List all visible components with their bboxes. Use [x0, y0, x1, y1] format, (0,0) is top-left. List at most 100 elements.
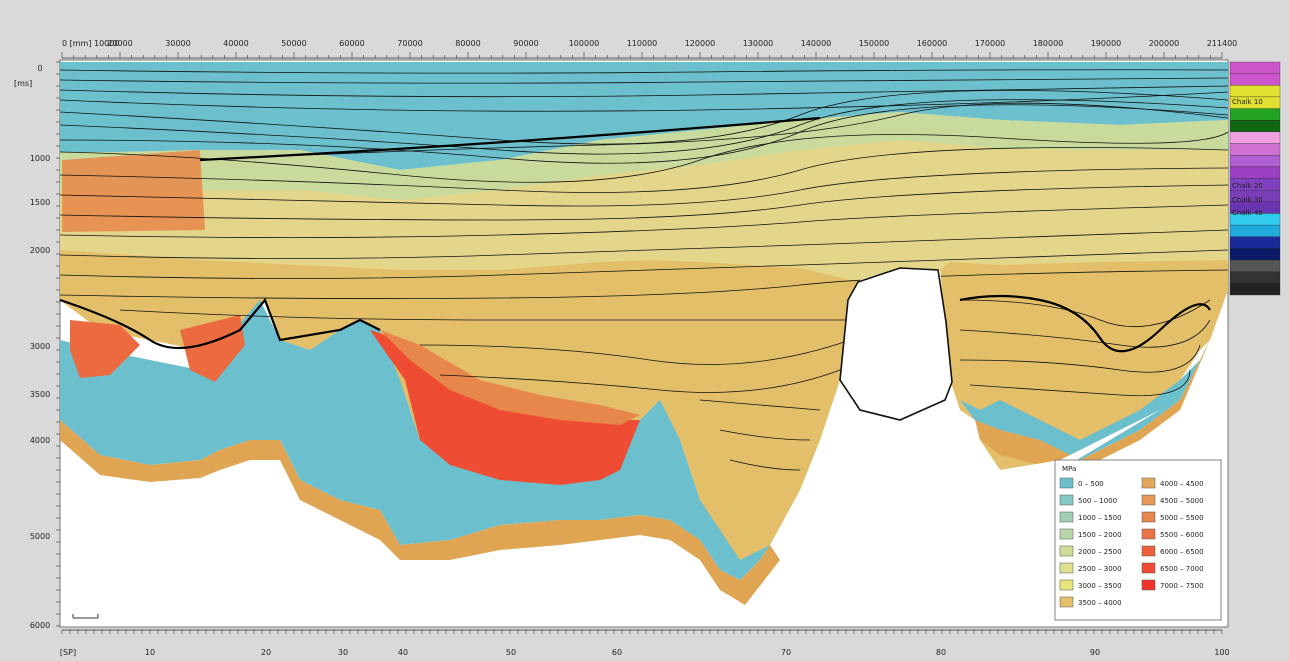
top-axis-label: 170000: [975, 39, 1006, 48]
top-axis-label: 120000: [685, 39, 716, 48]
strat-unit: [1229, 73, 1281, 86]
column-label-1: Chalk 20: [1232, 182, 1263, 190]
layer-lower-blue-left: [60, 300, 770, 580]
top-axis-label: 50000: [281, 39, 306, 48]
top-axis-label: 130000: [743, 39, 774, 48]
legend-box: [1054, 459, 1222, 621]
top-axis-label: 70000: [397, 39, 422, 48]
top-axis-label: 90000: [513, 39, 538, 48]
column-label-0: Chalk 10: [1232, 98, 1263, 106]
bottom-axis-label: 80: [936, 648, 946, 657]
layer-green-band: [60, 112, 1228, 200]
left-axis-label: 2000: [30, 246, 50, 255]
left-axis-label: 1000: [30, 154, 50, 163]
left-axis-label: 3000: [30, 342, 50, 351]
bottom-axis-label: 70: [781, 648, 791, 657]
legend-label: 500 – 1000: [1078, 497, 1117, 505]
salt-diapir-top: [839, 267, 953, 421]
major-horizons: [59, 116, 1211, 353]
legend-swatch: [1141, 579, 1156, 591]
legend-swatch: [1141, 494, 1156, 506]
strat-unit: [1229, 166, 1281, 179]
left-axis-label: 3500: [30, 390, 50, 399]
legend-label: 6000 – 6500: [1160, 548, 1204, 556]
legend-label: 2500 – 3000: [1078, 565, 1122, 573]
legend-swatch: [1059, 562, 1074, 574]
top-axis-label: 150000: [859, 39, 890, 48]
top-axis-label: 100000: [569, 39, 600, 48]
legend-swatch: [1059, 494, 1074, 506]
top-axis-label: 110000: [627, 39, 658, 48]
strat-unit: [1229, 85, 1281, 98]
bottom-axis-label: 20: [261, 648, 271, 657]
strat-unit: [1229, 283, 1281, 296]
bottom-axis: [SP] 10 20 30 40 50 60 70 80 90 100: [60, 629, 1230, 657]
top-axis-label: 20000: [107, 39, 132, 48]
legend-swatch: [1059, 545, 1074, 557]
bottom-axis-label: 90: [1090, 648, 1100, 657]
left-axis-unit: [ms]: [14, 79, 32, 88]
layer-orange-upper-left: [62, 150, 205, 232]
legend-label: 1000 – 1500: [1078, 514, 1122, 522]
legend-label: 5500 – 6000: [1160, 531, 1204, 539]
bottom-axis-label: 50: [506, 648, 516, 657]
layer-shallow-blue: [60, 62, 1228, 170]
bottom-axis-label: 40: [398, 648, 408, 657]
top-axis-label: 40000: [223, 39, 248, 48]
legend-label: 5000 – 5500: [1160, 514, 1204, 522]
strat-unit: [1229, 61, 1281, 74]
top-axis-label: 30000: [165, 39, 190, 48]
legend-swatch: [1059, 511, 1074, 523]
column-label-2: Chalk 30: [1232, 196, 1263, 204]
legend-label: 4000 – 4500: [1160, 480, 1204, 488]
strat-unit: [1229, 271, 1281, 284]
layer-red-pods-left: [70, 315, 245, 382]
bottom-axis-label: 10: [145, 648, 155, 657]
legend-swatch: [1059, 579, 1074, 591]
left-axis-label: 5000: [30, 532, 50, 541]
legend-label: 7000 – 7500: [1160, 582, 1204, 590]
left-axis-label: 1500: [30, 198, 50, 207]
legend-swatch: [1141, 562, 1156, 574]
bottom-axis-label: 100: [1214, 648, 1229, 657]
legend-title: MPa: [1062, 465, 1076, 473]
bottom-axis-label: 60: [612, 648, 622, 657]
top-axis-label: 80000: [455, 39, 480, 48]
left-axis-label: 0: [37, 64, 42, 73]
strat-unit: [1229, 143, 1281, 156]
legend-label: 4500 – 5000: [1160, 497, 1204, 505]
strat-unit: [1229, 224, 1281, 237]
legend-swatch: [1059, 477, 1074, 489]
legend-items: 0 – 500 500 – 1000 1000 – 1500 1500 – 2000 2…: [1059, 477, 1204, 608]
legend-label: 2000 – 2500: [1078, 548, 1122, 556]
top-axis-label: 160000: [917, 39, 948, 48]
top-axis-label: 0 [mm] 10000: [62, 39, 119, 48]
legend-swatch: [1141, 511, 1156, 523]
legend[interactable]: MPa 0 – 500 500 – 1000 1000 – 1500 1500 – 2…: [1054, 459, 1222, 621]
strat-unit: [1229, 155, 1281, 167]
strat-unit: [1229, 259, 1281, 272]
strat-unit: [1229, 131, 1281, 144]
strat-unit: [1229, 248, 1281, 261]
legend-label: 1500 – 2000: [1078, 531, 1122, 539]
top-axis-label: 200000: [1149, 39, 1180, 48]
top-axis-label: 60000: [339, 39, 364, 48]
horizon-lines: [59, 69, 1229, 471]
bottom-axis-label: [SP]: [60, 648, 76, 657]
strat-unit: [1229, 236, 1281, 249]
legend-swatch: [1141, 477, 1156, 489]
layer-orange-wedge: [380, 330, 640, 425]
top-axis-label: 190000: [1091, 39, 1122, 48]
top-axis-label: 180000: [1033, 39, 1064, 48]
legend-label: 0 – 500: [1078, 480, 1104, 488]
strat-column-labels: Chalk 10 Chalk 20 Chalk 30 Chalk 40: [1232, 98, 1263, 217]
top-axis-label: 140000: [801, 39, 832, 48]
left-axis-label: 6000: [30, 621, 50, 630]
layer-tan: [60, 250, 1228, 570]
legend-label: 3500 – 4000: [1078, 599, 1122, 607]
legend-swatch: [1141, 528, 1156, 540]
strat-unit: [1229, 120, 1281, 133]
